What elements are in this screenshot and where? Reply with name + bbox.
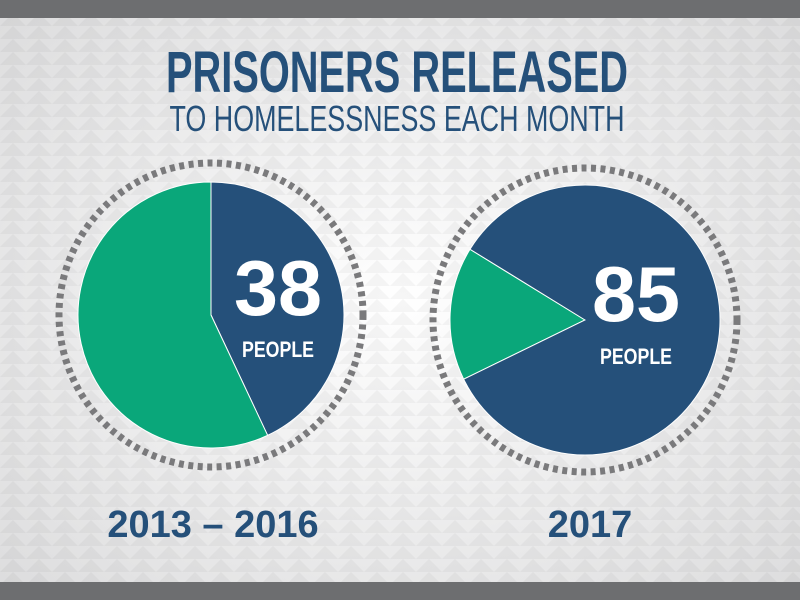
title: PRISONERS RELEASED [166, 40, 628, 105]
center-label: PEOPLE [600, 344, 672, 369]
pie-slice [77, 181, 269, 449]
caption: 2017 [548, 504, 633, 546]
center-label: PEOPLE [242, 337, 314, 362]
dotted-ring [55, 159, 367, 471]
pie-slice [462, 184, 721, 456]
subtitle: TO HOMELESSNESS EACH MONTH [170, 98, 625, 139]
charts: 38 PEOPLE 2013 – 2016 85 PEOPLE 2017 [55, 159, 741, 546]
pie-slice [210, 181, 345, 437]
dotted-ring [429, 164, 741, 476]
caption: 2013 – 2016 [107, 504, 318, 546]
pie-slice [449, 248, 587, 380]
top-bar [0, 0, 800, 18]
center-value: 38 [234, 244, 322, 332]
center-value: 85 [592, 250, 680, 338]
bottom-bar [0, 582, 800, 600]
